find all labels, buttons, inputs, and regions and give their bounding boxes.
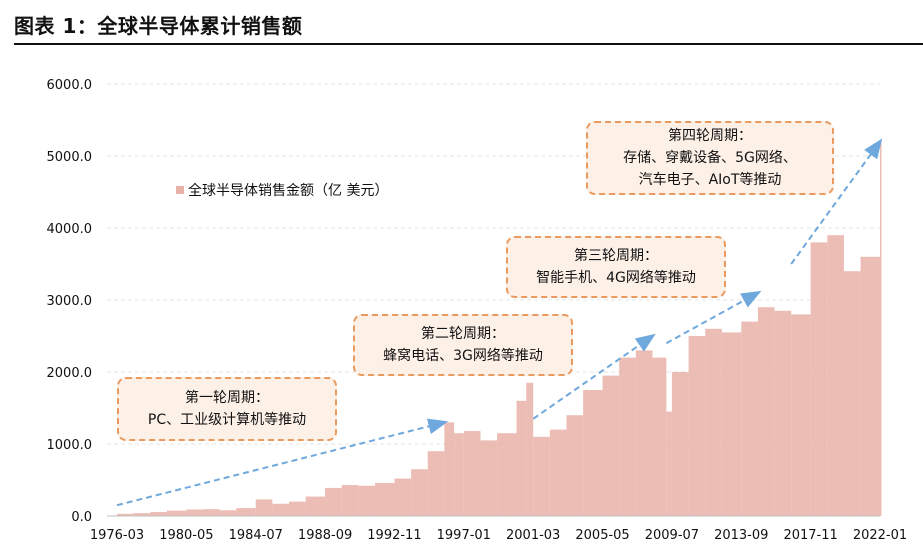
annotation-cycle-1: 第一轮周期： PC、工业级计算机等推动 xyxy=(117,377,337,441)
data-bar xyxy=(526,382,534,516)
y-tick-label: 1000.0 xyxy=(47,438,93,453)
title-divider xyxy=(14,43,923,45)
annotation-line: 汽车电子、AIoT等推动 xyxy=(638,172,782,188)
annotation-cycle-2: 第二轮周期： 蜂窝电话、3G网络等推动 xyxy=(353,314,573,376)
trend-arrow xyxy=(665,290,762,345)
y-tick-label: 4000.0 xyxy=(47,222,93,237)
data-bar xyxy=(827,235,844,516)
data-bar xyxy=(427,451,445,516)
data-bar xyxy=(549,429,567,516)
x-tick-label: 2017-11 xyxy=(783,528,837,543)
page-title: 图表 1：全球半导体累计销售额 xyxy=(14,14,303,38)
x-tick-label: 1992-11 xyxy=(367,528,421,543)
data-bar xyxy=(358,485,376,516)
data-bar xyxy=(843,271,861,516)
data-bar xyxy=(219,510,237,516)
data-bar xyxy=(463,431,481,516)
annotation-line: 第二轮周期： xyxy=(421,326,505,342)
annotation-line: 第四轮周期： xyxy=(668,128,752,144)
annotation-line: 蜂窝电话、3G网络等推动 xyxy=(383,348,543,364)
annotation-line: 存储、穿戴设备、5G网络、 xyxy=(623,150,797,166)
data-bar xyxy=(480,440,498,516)
data-bar xyxy=(341,485,359,516)
trend-arrow xyxy=(116,418,449,507)
data-bar xyxy=(619,357,636,516)
x-tick-label: 1984-07 xyxy=(229,528,283,543)
x-tick-label: 2009-07 xyxy=(645,528,699,543)
data-bar xyxy=(272,503,290,516)
data-bar xyxy=(880,141,882,516)
data-bar xyxy=(602,375,620,516)
data-bar xyxy=(394,478,412,516)
data-bar xyxy=(774,310,792,516)
y-tick-label: 3000.0 xyxy=(47,294,93,309)
data-bars xyxy=(117,141,882,516)
data-bar xyxy=(117,513,134,516)
annotation-line: PC、工业级计算机等推动 xyxy=(147,412,307,428)
data-bar xyxy=(186,509,204,516)
x-axis-ticks: 1976-03 1980-05 1984-07 1988-09 1992-11 1997-… xyxy=(90,528,907,543)
data-bar xyxy=(289,501,306,516)
y-tick-label: 5000.0 xyxy=(47,150,93,165)
data-bar xyxy=(688,336,706,516)
data-bar xyxy=(236,508,256,516)
legend-swatch xyxy=(176,186,184,194)
y-axis-ticks: 0.0 1000.0 2000.0 3000.0 4000.0 5000.0 6000.0 xyxy=(47,78,93,525)
data-bar xyxy=(150,512,167,516)
legend: 全球半导体销售金额（亿 美元） xyxy=(176,180,388,200)
data-bar xyxy=(411,469,428,516)
data-bar xyxy=(305,496,326,516)
data-bar xyxy=(454,433,464,516)
x-tick-label: 2022-01 xyxy=(853,528,907,543)
data-bar xyxy=(166,510,187,516)
data-bar xyxy=(375,482,395,516)
annotation-cycle-3: 第三轮周期： 智能手机、4G网络等推动 xyxy=(506,236,726,298)
y-tick-label: 0.0 xyxy=(71,510,92,525)
data-bar xyxy=(666,411,672,516)
data-bar xyxy=(635,350,653,516)
data-bar xyxy=(566,415,584,516)
trend-arrow xyxy=(790,138,883,265)
data-bar xyxy=(203,509,220,516)
data-bar xyxy=(671,372,689,516)
trend-arrow xyxy=(532,333,656,420)
data-bar xyxy=(791,314,811,516)
annotation-cycle-4: 第四轮周期： 存储、穿戴设备、5G网络、 汽车电子、AIoT等推动 xyxy=(586,121,834,195)
x-tick-label: 1980-05 xyxy=(159,528,213,543)
annotation-line: 第一轮周期： xyxy=(185,390,269,406)
x-tick-label: 1988-09 xyxy=(298,528,352,543)
x-tick-label: 2001-03 xyxy=(506,528,560,543)
data-bar xyxy=(810,242,828,516)
data-bar xyxy=(444,422,455,516)
y-tick-label: 6000.0 xyxy=(47,78,93,93)
data-bar xyxy=(652,357,667,516)
data-bar xyxy=(860,256,880,516)
data-bar xyxy=(516,400,527,516)
data-bar xyxy=(757,307,775,516)
x-tick-label: 1976-03 xyxy=(90,528,144,543)
data-bar xyxy=(497,433,517,516)
data-bar xyxy=(533,436,550,516)
x-tick-label: 2013-09 xyxy=(714,528,768,543)
annotation-line: 第三轮周期： xyxy=(574,248,658,264)
trend-arrows xyxy=(116,138,883,507)
data-bar xyxy=(583,390,603,516)
data-bar xyxy=(255,499,273,516)
data-bar xyxy=(133,513,151,516)
annotation-line: 智能手机、4G网络等推动 xyxy=(536,270,696,286)
y-tick-label: 2000.0 xyxy=(47,366,93,381)
data-bar xyxy=(705,328,722,516)
data-bar xyxy=(721,332,742,516)
data-bar xyxy=(741,321,758,516)
data-bar xyxy=(325,487,342,516)
x-tick-label: 2005-05 xyxy=(575,528,629,543)
x-tick-label: 1997-01 xyxy=(437,528,491,543)
legend-label: 全球半导体销售金额（亿 美元） xyxy=(188,183,389,199)
